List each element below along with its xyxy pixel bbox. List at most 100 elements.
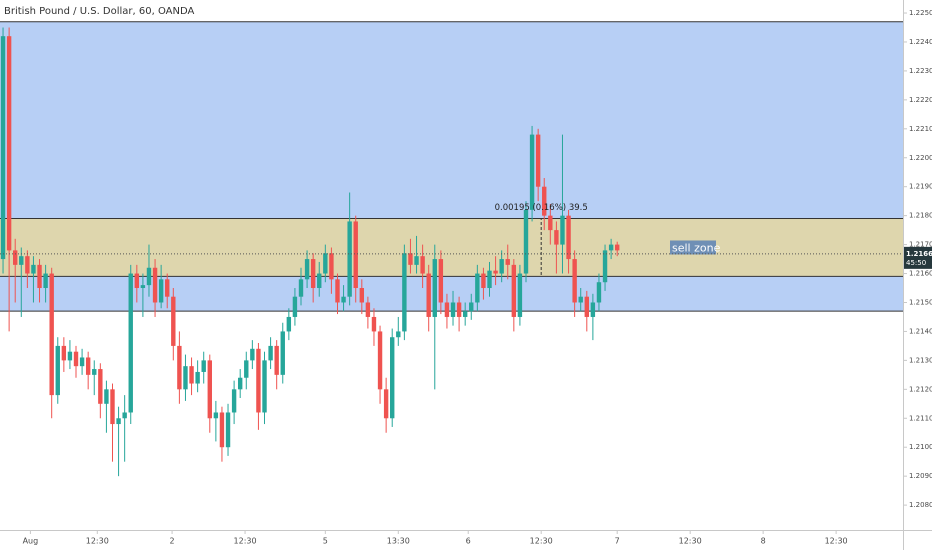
candle-body [73, 351, 79, 367]
candle-body [134, 273, 140, 289]
candle-body [165, 279, 170, 297]
candle-body [189, 366, 194, 384]
candle-body [92, 369, 97, 375]
candle-body [55, 345, 60, 396]
candle-body [19, 256, 24, 265]
candle-body [475, 273, 480, 303]
candle-body [237, 377, 243, 390]
y-tick-label: 1.20900 [909, 472, 932, 480]
candle-body [329, 253, 334, 280]
candle-body [493, 270, 498, 274]
y-tick-label: 1.21900 [909, 183, 932, 191]
candle-body [85, 357, 91, 375]
candle-body [590, 302, 596, 317]
y-tick-label: 1.21400 [909, 327, 932, 335]
y-tick-label: 1.22200 [909, 96, 932, 104]
candle-body [37, 264, 42, 289]
candle-body [231, 389, 237, 413]
candle-body [298, 279, 304, 297]
candle-body [67, 351, 73, 361]
candle-body [554, 230, 559, 245]
candle-body [523, 209, 529, 274]
candle-body [341, 296, 346, 303]
candle-body [481, 273, 486, 289]
candle-body [146, 267, 152, 286]
candle-body [462, 311, 468, 317]
zone-label-box [670, 240, 716, 255]
candle-body [572, 259, 577, 303]
zone-label: sell zone [672, 241, 721, 254]
candle-body [128, 273, 133, 413]
x-tick-label: 8 [761, 537, 766, 546]
candle-body [317, 273, 322, 289]
y-tick-label: 1.21600 [909, 270, 932, 278]
y-tick-label: 1.21100 [909, 414, 932, 422]
candle-body [6, 36, 12, 251]
candle-body [61, 345, 67, 361]
candle-body [535, 134, 541, 187]
candle-body [323, 253, 328, 274]
candle-body [371, 316, 377, 332]
x-tick-label: 13:30 [387, 537, 410, 546]
y-tick-label: 1.21000 [909, 443, 932, 451]
candle-body [207, 360, 212, 419]
x-tick-label: 6 [466, 537, 471, 546]
candle-body [566, 215, 571, 260]
candle-body [304, 259, 310, 280]
y-tick-label: 1.22500 [909, 9, 932, 17]
y-tick-label: 1.22400 [909, 38, 932, 46]
candle-body [596, 282, 602, 303]
candle-body [584, 296, 589, 317]
candle-body [542, 186, 547, 216]
candle-body [529, 134, 535, 210]
candle-body [390, 337, 395, 419]
candle-body [432, 259, 437, 317]
candle-body [104, 389, 109, 404]
candle-body [511, 264, 517, 317]
x-tick-label: 7 [615, 537, 620, 546]
x-tick-label: 12:30 [234, 537, 257, 546]
candle-body [408, 253, 413, 265]
x-tick-label: 2 [170, 537, 175, 546]
candle-body [201, 360, 206, 372]
candle-body [250, 348, 255, 361]
zones [0, 21, 903, 312]
candle-body [122, 412, 127, 419]
candle-body [268, 345, 273, 361]
candle-body [487, 270, 492, 289]
candle-body [335, 279, 340, 303]
candle-body [13, 250, 18, 265]
candle-body [444, 302, 450, 317]
y-tick-label: 1.20800 [909, 501, 932, 509]
y-tick-label: 1.21300 [909, 356, 932, 364]
candle-body [353, 221, 358, 289]
last-price-label: 1.21668 [906, 250, 932, 258]
candle-body [517, 273, 523, 317]
candle-body [195, 371, 200, 384]
candle-body [286, 316, 292, 332]
candle-body [49, 273, 54, 396]
candle-body [225, 412, 231, 448]
candle-body [396, 331, 401, 338]
candle-body [256, 348, 261, 413]
candle-body [469, 302, 474, 312]
candle-body [158, 279, 164, 303]
candle-body [292, 296, 298, 317]
candle-body [244, 360, 249, 378]
candle-body [377, 331, 383, 390]
candle-body [414, 256, 419, 265]
x-tick-label: Aug [23, 537, 39, 546]
candle-body [0, 36, 6, 260]
candle-body [560, 215, 565, 245]
overlay: sell zone 1.2166845:50 0.00195 (0.16%) 39.… [0, 203, 932, 275]
x-tick-label: 12:30 [679, 537, 702, 546]
candle-body [450, 302, 456, 317]
candle-body [183, 366, 188, 390]
measure-label: 0.00195 (0.16%) 39.5 [495, 203, 588, 213]
zone [0, 218, 903, 277]
countdown-label: 45:50 [906, 259, 926, 267]
candle-body [456, 302, 462, 317]
candle-body [152, 267, 158, 303]
x-tick-label: 12:30 [86, 537, 109, 546]
